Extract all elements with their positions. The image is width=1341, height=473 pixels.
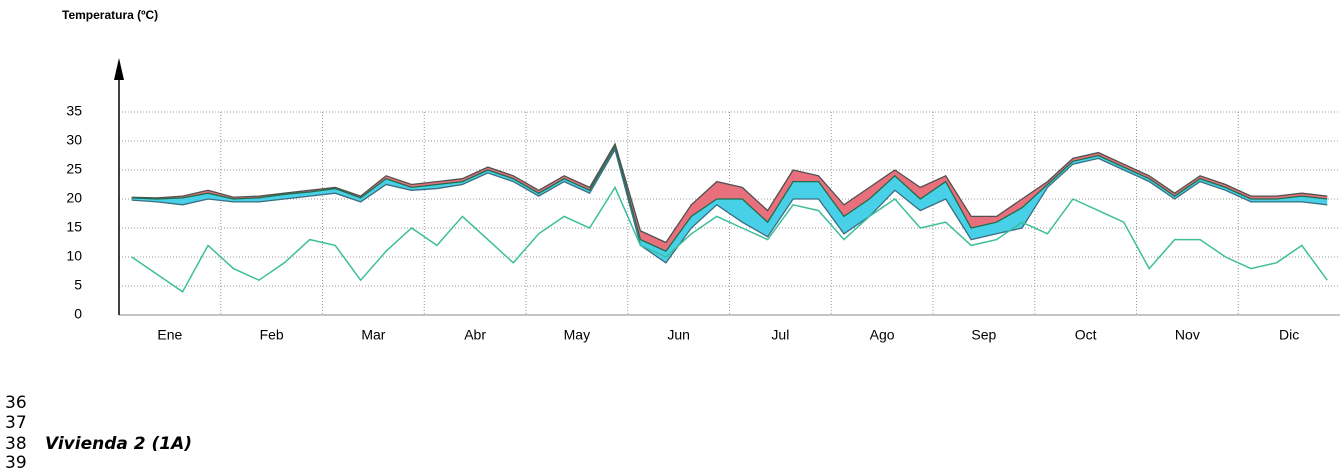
x-tick-label: Sep [971, 327, 996, 343]
y-tick-label: 20 [66, 190, 82, 206]
series-line [131, 142, 1328, 244]
chart-title: Temperatura (ºC) [62, 8, 158, 22]
series-line [131, 185, 1328, 293]
line-number: 39 [5, 453, 27, 473]
y-tick-label: 25 [66, 161, 82, 177]
x-tick-label: Abr [464, 327, 486, 343]
x-tick-label: Ene [157, 327, 182, 343]
series-line [131, 148, 1328, 264]
band [131, 143, 1328, 252]
x-tick-label: Jun [667, 327, 690, 343]
x-tick-label: May [564, 327, 590, 343]
band [131, 146, 1328, 263]
x-tick-label: Ago [870, 327, 895, 343]
y-tick-label: 15 [66, 219, 82, 235]
line-number: 36 [5, 393, 27, 413]
x-tick-label: Nov [1175, 327, 1200, 343]
series-line [131, 145, 1328, 253]
y-tick-label: 10 [66, 248, 82, 264]
line-number: 38 [5, 434, 27, 454]
x-tick-label: Oct [1075, 327, 1097, 343]
y-tick-label: 5 [74, 277, 82, 293]
x-tick-label: Dic [1279, 327, 1299, 343]
x-tick-label: Feb [260, 327, 284, 343]
y-tick-label: 0 [74, 306, 82, 322]
y-axis-arrow [114, 58, 124, 80]
y-tick-label: 35 [66, 103, 82, 119]
y-tick-label: 30 [66, 132, 82, 148]
x-tick-label: Mar [361, 327, 385, 343]
line-number: 37 [5, 413, 27, 433]
caption: Vivienda 2 (1A) [45, 434, 192, 454]
x-tick-label: Jul [771, 327, 789, 343]
